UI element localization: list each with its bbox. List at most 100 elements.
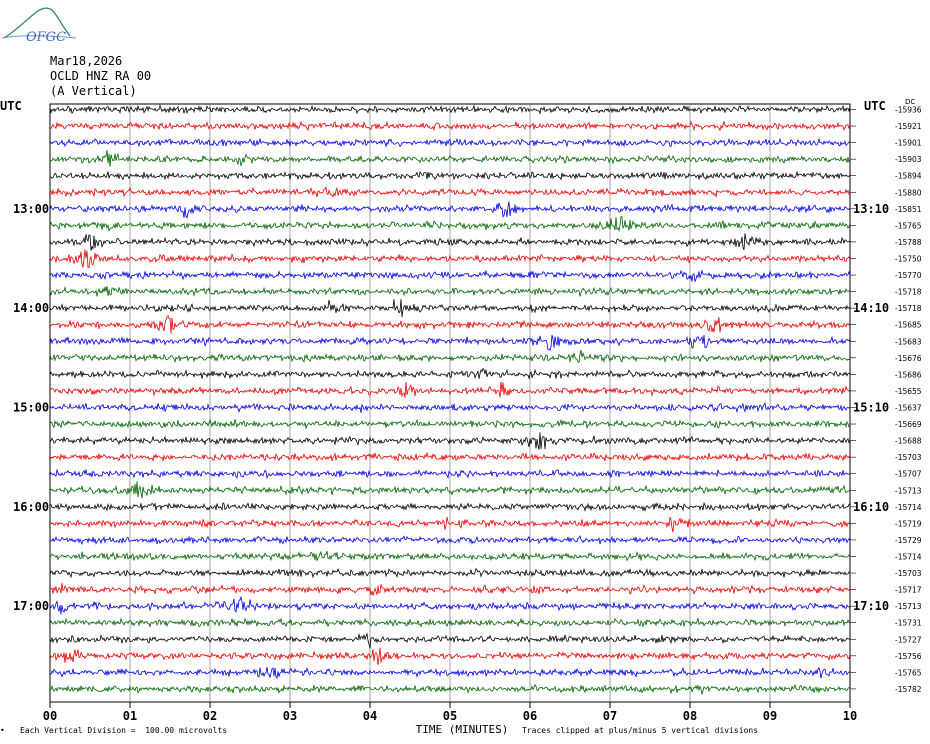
trace-row [49,583,851,596]
dc-offset-label: -15894 [895,172,922,181]
left-time-label: 14:00 [13,301,49,315]
trace-row [49,104,851,115]
footer-scale-note: Each Vertical Division = 100.00 microvol… [20,726,228,735]
trace-row [49,402,851,414]
trace-row [50,666,851,680]
dc-offset-label: -15851 [895,205,922,214]
trace-row [49,299,851,318]
trace-row [49,683,851,695]
right-time-label: 13:10 [853,202,889,216]
dc-offset-label: -15717 [895,586,922,595]
dc-offset-label: -15729 [895,536,922,545]
left-time-label: 16:00 [13,500,49,514]
dc-offset-label: -15770 [895,271,922,280]
trace-row [49,534,851,545]
dc-offset-label: -15713 [895,602,922,611]
trace-row [49,215,851,233]
x-tick-label: 04 [363,709,377,723]
dc-offset-label: -15756 [895,652,922,661]
trace-row [49,617,851,628]
x-tick-label: 00 [43,709,57,723]
dc-units-label: DC [905,98,915,106]
dc-offset-label: -15637 [895,403,922,412]
x-axis-label: TIME (MINUTES) [416,723,509,736]
trace-row [49,451,851,462]
right-time-label: 15:10 [853,400,889,414]
trace-row [49,567,851,579]
left-time-label: 17:00 [13,599,49,613]
trace-row [49,516,851,533]
dc-offset-label: -15655 [895,387,922,396]
right-axis-title: UTC [864,99,886,113]
trace-row [49,647,851,665]
dc-offset-label: -15788 [895,238,922,247]
x-tick-label: 09 [763,709,777,723]
ofgc-logo: OFGC [1,7,77,45]
trace-row [49,501,851,513]
x-tick-label: 01 [123,709,137,723]
dc-offset-label: -15765 [895,668,922,677]
trace-row [49,314,851,334]
left-time-label: 15:00 [13,400,49,414]
right-time-label: 17:10 [853,599,889,613]
dc-offset-label: -15718 [895,304,922,313]
dc-offset-label: -15880 [895,188,922,197]
left-axis-title: UTC [0,99,22,113]
trace-row [49,432,851,450]
right-time-label: 14:10 [853,301,889,315]
dc-offset-label: -15765 [895,221,922,230]
logo-text: OFGC [26,30,66,45]
x-tick-label: 05 [443,709,457,723]
dc-offset-label: -15903 [895,155,922,164]
trace-row [49,632,851,649]
trace-row [49,201,851,219]
dc-offset-label: -15936 [895,105,922,114]
trace-row [49,550,851,562]
trace-row [49,381,851,398]
dc-offset-label: -15714 [895,552,922,561]
x-tick-label: 08 [683,709,697,723]
footer-clip-note: Traces clipped at plus/minus 5 vertical … [522,726,759,735]
dc-offset-label: -15707 [895,470,922,479]
trace-row [49,350,851,364]
dc-offset-label: -15901 [895,139,922,148]
trace-row [49,334,851,351]
trace-row [49,137,851,148]
left-time-label: 13:00 [13,202,49,216]
dc-offset-label: -15750 [895,254,922,263]
x-tick-label: 06 [523,709,537,723]
dc-offset-label: -15713 [895,486,922,495]
footer-corner-mark: • [0,726,5,735]
dc-offset-label: -15718 [895,288,922,297]
trace-row [49,233,851,251]
trace-row [49,367,851,380]
dc-offset-label: -15782 [895,685,922,694]
trace-row [49,185,851,198]
trace-row [49,269,851,283]
trace-row [49,418,851,430]
dc-offset-label: -15731 [895,619,922,628]
component-label: (A Vertical) [50,84,137,98]
x-tick-label: 07 [603,709,617,723]
trace-row [49,481,850,499]
trace-row [49,120,851,132]
dc-offset-label: -15688 [895,437,922,446]
dc-offset-label: -15719 [895,519,922,528]
dc-offset-label: -15676 [895,354,922,363]
x-tick-label: 10 [843,709,857,723]
right-time-label: 16:10 [853,500,889,514]
dc-offset-label: -15727 [895,635,922,644]
trace-row [50,150,851,167]
x-tick-label: 02 [203,709,217,723]
trace-row [49,170,851,181]
dc-offset-label: -15921 [895,122,922,131]
trace-row [49,595,851,615]
dc-offset-label: -15703 [895,569,922,578]
dc-offset-label: -15683 [895,337,922,346]
trace-row [49,285,851,297]
record-date: Mar18,2026 [50,54,123,68]
x-tick-label: 03 [283,709,297,723]
dc-offset-label: -15703 [895,453,922,462]
dc-offset-label: -15714 [895,503,922,512]
